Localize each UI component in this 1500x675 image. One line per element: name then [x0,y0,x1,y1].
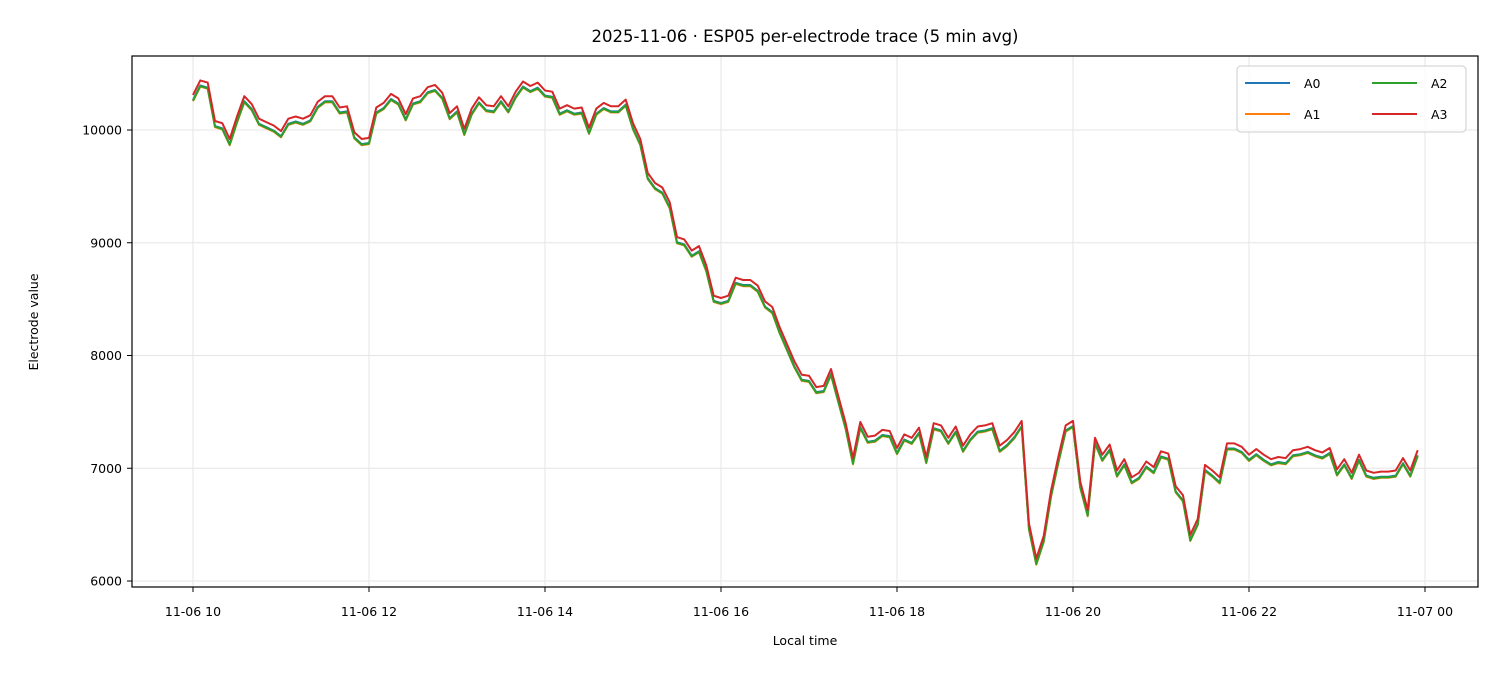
series-line-a3 [192,79,1419,560]
chart-title: 2025-11-06 · ESP05 per-electrode trace (… [592,27,1019,46]
y-tick-label: 10000 [82,123,122,138]
legend-label-a0: A0 [1304,76,1321,91]
y-axis-label: Electrode value [26,273,41,370]
plot-area-frame [131,55,1479,588]
x-axis-ticks: 11-06 10 11-06 12 11-06 14 11-06 16 11-06 18… [165,587,1453,619]
legend-label-a1: A1 [1304,107,1321,122]
x-tick-label: 11-07 00 [1397,604,1453,619]
series-line-a2 [192,85,1419,566]
x-tick-label: 11-06 16 [693,604,749,619]
x-axis-label: Local time [773,633,838,648]
x-tick-label: 11-06 22 [1221,604,1277,619]
legend-label-a3: A3 [1431,107,1448,122]
x-tick-label: 11-06 18 [869,604,925,619]
y-tick-label: 7000 [90,461,122,476]
y-tick-label: 6000 [90,574,122,589]
y-tick-label: 8000 [90,348,122,363]
x-tick-label: 11-06 14 [517,604,573,619]
y-axis-ticks: 6000 7000 8000 9000 10000 [82,123,132,589]
grid-lines [132,56,1478,587]
x-tick-label: 11-06 12 [341,604,397,619]
x-tick-label: 11-06 20 [1045,604,1101,619]
y-tick-label: 9000 [90,235,122,250]
x-tick-label: 11-06 10 [165,604,221,619]
series-lines [192,79,1419,566]
legend: A0 A1 A2 A3 [1236,65,1467,133]
legend-label-a2: A2 [1431,76,1448,91]
